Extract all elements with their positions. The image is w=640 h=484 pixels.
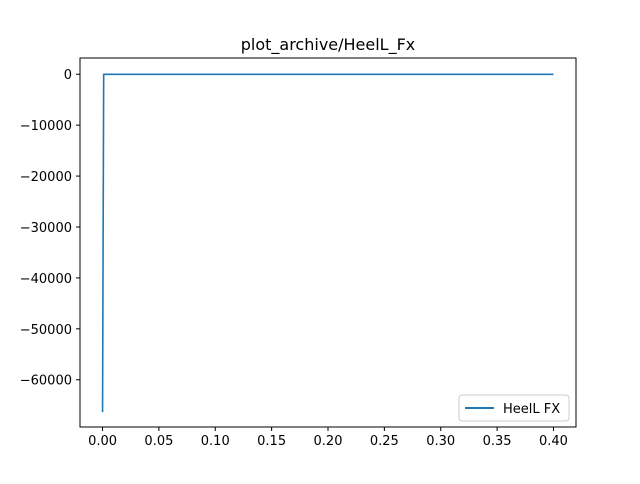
y-tick-label: −60000 bbox=[20, 374, 72, 389]
x-tick-label: 0.25 bbox=[370, 434, 399, 449]
y-tick-label: −10000 bbox=[20, 119, 72, 134]
plot-area-frame bbox=[79, 57, 577, 428]
chart-title: plot_archive/HeelL_Fx bbox=[241, 35, 416, 55]
series-layer bbox=[101, 73, 554, 413]
y-tick-label: −20000 bbox=[20, 170, 72, 185]
x-tick-label: 0.10 bbox=[201, 434, 230, 449]
x-tick-label: 0.35 bbox=[483, 434, 512, 449]
y-tick-label: 0 bbox=[64, 68, 72, 83]
x-tick-label: 0.20 bbox=[314, 434, 343, 449]
plot-area-background bbox=[80, 58, 576, 427]
legend: HeelL FX bbox=[458, 394, 570, 422]
x-axis-ticks: 0.00 0.05 0.10 0.15 0.20 0.25 0.30 0.35 0.40 bbox=[88, 427, 568, 449]
x-tick-label: 0.05 bbox=[144, 434, 173, 449]
x-tick-label: 0.30 bbox=[426, 434, 455, 449]
y-axis-ticks: 0 −10000 −20000 −30000 −40000 −50000 −60000 bbox=[20, 68, 80, 389]
legend-frame bbox=[458, 394, 570, 422]
x-tick-label: 0.00 bbox=[88, 434, 117, 449]
y-tick-label: −50000 bbox=[20, 323, 72, 338]
x-tick-label: 0.15 bbox=[257, 434, 286, 449]
x-tick-label: 0.40 bbox=[539, 434, 568, 449]
series-line-heell-fx bbox=[101, 73, 554, 413]
y-tick-label: −30000 bbox=[20, 221, 72, 236]
legend-label-heell-fx: HeelL FX bbox=[503, 402, 560, 417]
y-tick-label: −40000 bbox=[20, 272, 72, 287]
